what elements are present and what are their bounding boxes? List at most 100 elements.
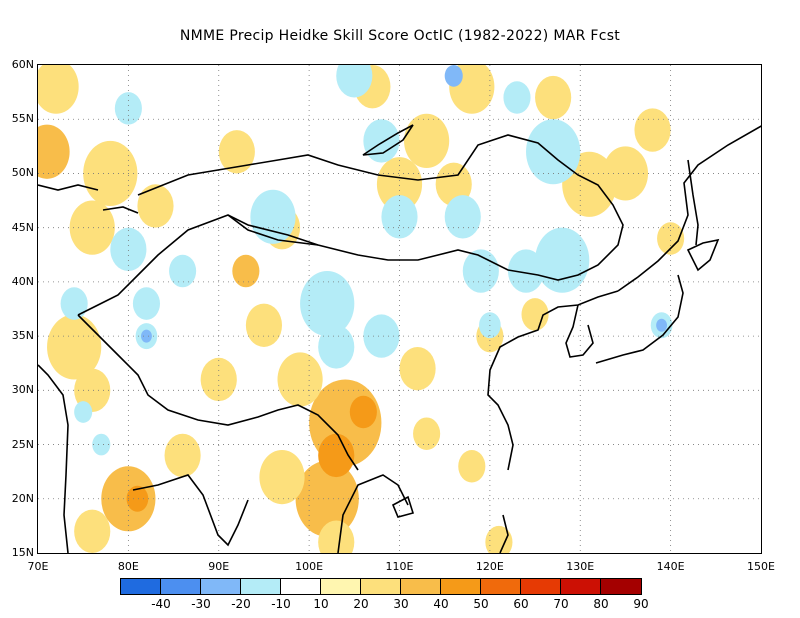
- latitude-label: 50N: [11, 166, 34, 180]
- latitude-label: 45N: [11, 220, 34, 234]
- negative-skill-patch: [132, 287, 161, 320]
- positive-skill-patch: [634, 108, 671, 152]
- border-himalaya: [77, 314, 359, 471]
- negative-skill-patch: [318, 325, 355, 369]
- colorbar-tick-label: -40: [151, 597, 171, 611]
- colorbar-swatch: [161, 579, 201, 594]
- coastline-russia-far-east: [617, 125, 761, 292]
- positive-skill-patch: [349, 395, 377, 429]
- longitude-label: 70E: [27, 560, 49, 573]
- positive-skill-patch: [657, 222, 685, 255]
- positive-skill-patch: [435, 162, 472, 206]
- negative-skill-patch: [300, 271, 355, 337]
- negative-skill-patch: [141, 329, 152, 343]
- coastline-taiwan: [499, 514, 509, 553]
- coastline-hokkaido: [686, 238, 720, 272]
- positive-skill-patch: [318, 520, 355, 553]
- negative-skill-patch: [526, 119, 581, 185]
- negative-skill-patch: [250, 189, 296, 244]
- positive-skill-patch: [47, 314, 102, 380]
- colorbar-swatch: [441, 579, 481, 594]
- longitude-label: 110E: [385, 560, 414, 573]
- colorbar-swatch: [281, 579, 321, 594]
- positive-skill-patch: [83, 140, 138, 206]
- negative-skill-patch: [363, 314, 400, 358]
- negative-skill-patch: [507, 249, 545, 293]
- positive-skill-patch: [69, 200, 115, 255]
- colorbar-swatch: [481, 579, 521, 594]
- negative-skill-patch: [381, 195, 418, 239]
- negative-skill-patch: [363, 119, 400, 163]
- colorbar-swatch: [321, 579, 361, 594]
- negative-skill-patch: [92, 433, 111, 456]
- lake-baikal: [362, 124, 414, 156]
- colorbar-swatch: [361, 579, 401, 594]
- coastline-bay-of-bengal: [132, 474, 249, 547]
- coastline-indochina: [337, 474, 409, 553]
- colorbar-tick-label: -30: [191, 597, 211, 611]
- positive-skill-patch: [413, 417, 441, 450]
- positive-skill-patch: [376, 157, 423, 212]
- longitude-label: 120E: [475, 560, 504, 573]
- positive-skill-patch: [318, 433, 355, 478]
- lake-balkhash: [102, 206, 139, 214]
- latitude-label: 35N: [11, 329, 34, 343]
- longitude-label: 100E: [295, 560, 324, 573]
- negative-skill-patch: [336, 65, 373, 98]
- colorbar-tick-label: -20: [231, 597, 251, 611]
- colorbar-swatch: [521, 579, 561, 594]
- negative-skill-patch: [656, 318, 668, 332]
- colorbar-tick-label: 30: [393, 597, 409, 611]
- positive-skill-patch: [218, 130, 255, 174]
- longitude-label: 150E: [747, 560, 775, 573]
- positive-skill-patch: [38, 65, 79, 114]
- latitude-label: 55N: [11, 112, 34, 126]
- latitude-label: 25N: [11, 437, 34, 451]
- graticule-grid: [38, 65, 761, 553]
- positive-skill-patch: [277, 352, 323, 407]
- latitude-label: 30N: [11, 383, 34, 397]
- coastline-hainan: [391, 495, 415, 518]
- coastlines-borders: [38, 124, 761, 553]
- colorbar-tick-label: 90: [633, 597, 649, 611]
- border-china-north: [77, 134, 624, 316]
- longitude-label: 90E: [208, 560, 230, 573]
- latitude-label: 20N: [11, 491, 34, 505]
- coastline-caspian-north: [38, 184, 99, 191]
- positive-skill-patch: [404, 113, 450, 169]
- longitude-label: 80E: [117, 560, 139, 573]
- colorbar: [120, 578, 642, 595]
- negative-skill-patch: [169, 254, 197, 288]
- coastline-india-west: [38, 364, 69, 553]
- negative-skill-patch: [503, 81, 531, 114]
- negative-skill-patch: [110, 227, 147, 272]
- coastline-japan-honshu: [595, 274, 684, 364]
- positive-skill-patch: [232, 254, 260, 288]
- latitude-label: 40N: [11, 274, 34, 288]
- coastline-korea: [565, 304, 594, 358]
- colorbar-tick-label: 70: [553, 597, 569, 611]
- negative-skill-patch: [74, 401, 93, 423]
- colorbar-swatch: [201, 579, 241, 594]
- negative-skill-patch: [60, 287, 88, 320]
- border-mongolia-south: [227, 214, 319, 246]
- positive-skill-patch: [485, 525, 513, 553]
- skill-score-map: [38, 65, 761, 553]
- positive-skill-patch: [74, 509, 111, 553]
- positive-skill-patch: [399, 346, 436, 391]
- colorbar-tick-label: 60: [513, 597, 529, 611]
- colorbar-tick-label: 50: [473, 597, 489, 611]
- map-title: NMME Precip Heidke Skill Score OctIC (19…: [179, 28, 621, 44]
- latitude-label: 60N: [11, 58, 34, 71]
- positive-skill-patch: [164, 433, 201, 478]
- colorbar-tick-label: 80: [593, 597, 609, 611]
- colorbar-swatch: [121, 579, 161, 594]
- negative-skill-patch: [444, 195, 481, 239]
- positive-skill-patch: [535, 75, 572, 120]
- negative-skill-patch: [114, 92, 142, 125]
- colorbar-swatch: [561, 579, 601, 594]
- colorbar-tick-label: 20: [353, 597, 369, 611]
- colorbar-tick-label: 40: [433, 597, 449, 611]
- positive-skill-patch: [245, 303, 283, 347]
- colorbar-tick-label: 10: [313, 597, 329, 611]
